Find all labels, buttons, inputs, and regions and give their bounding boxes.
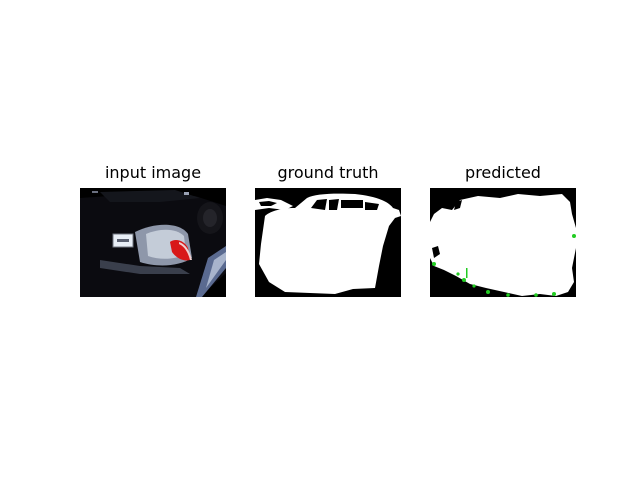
panel-title-ground-truth: ground truth xyxy=(277,163,379,182)
predicted-mask-image xyxy=(430,188,576,297)
ground-truth-mask-image xyxy=(255,188,401,297)
predicted-mask xyxy=(430,188,576,297)
car-photo xyxy=(80,188,226,297)
panel-title-input-image: input image xyxy=(104,163,202,182)
input-image xyxy=(80,188,226,297)
panel-title-predicted: predicted xyxy=(465,163,541,182)
ground-truth-mask xyxy=(255,188,401,297)
